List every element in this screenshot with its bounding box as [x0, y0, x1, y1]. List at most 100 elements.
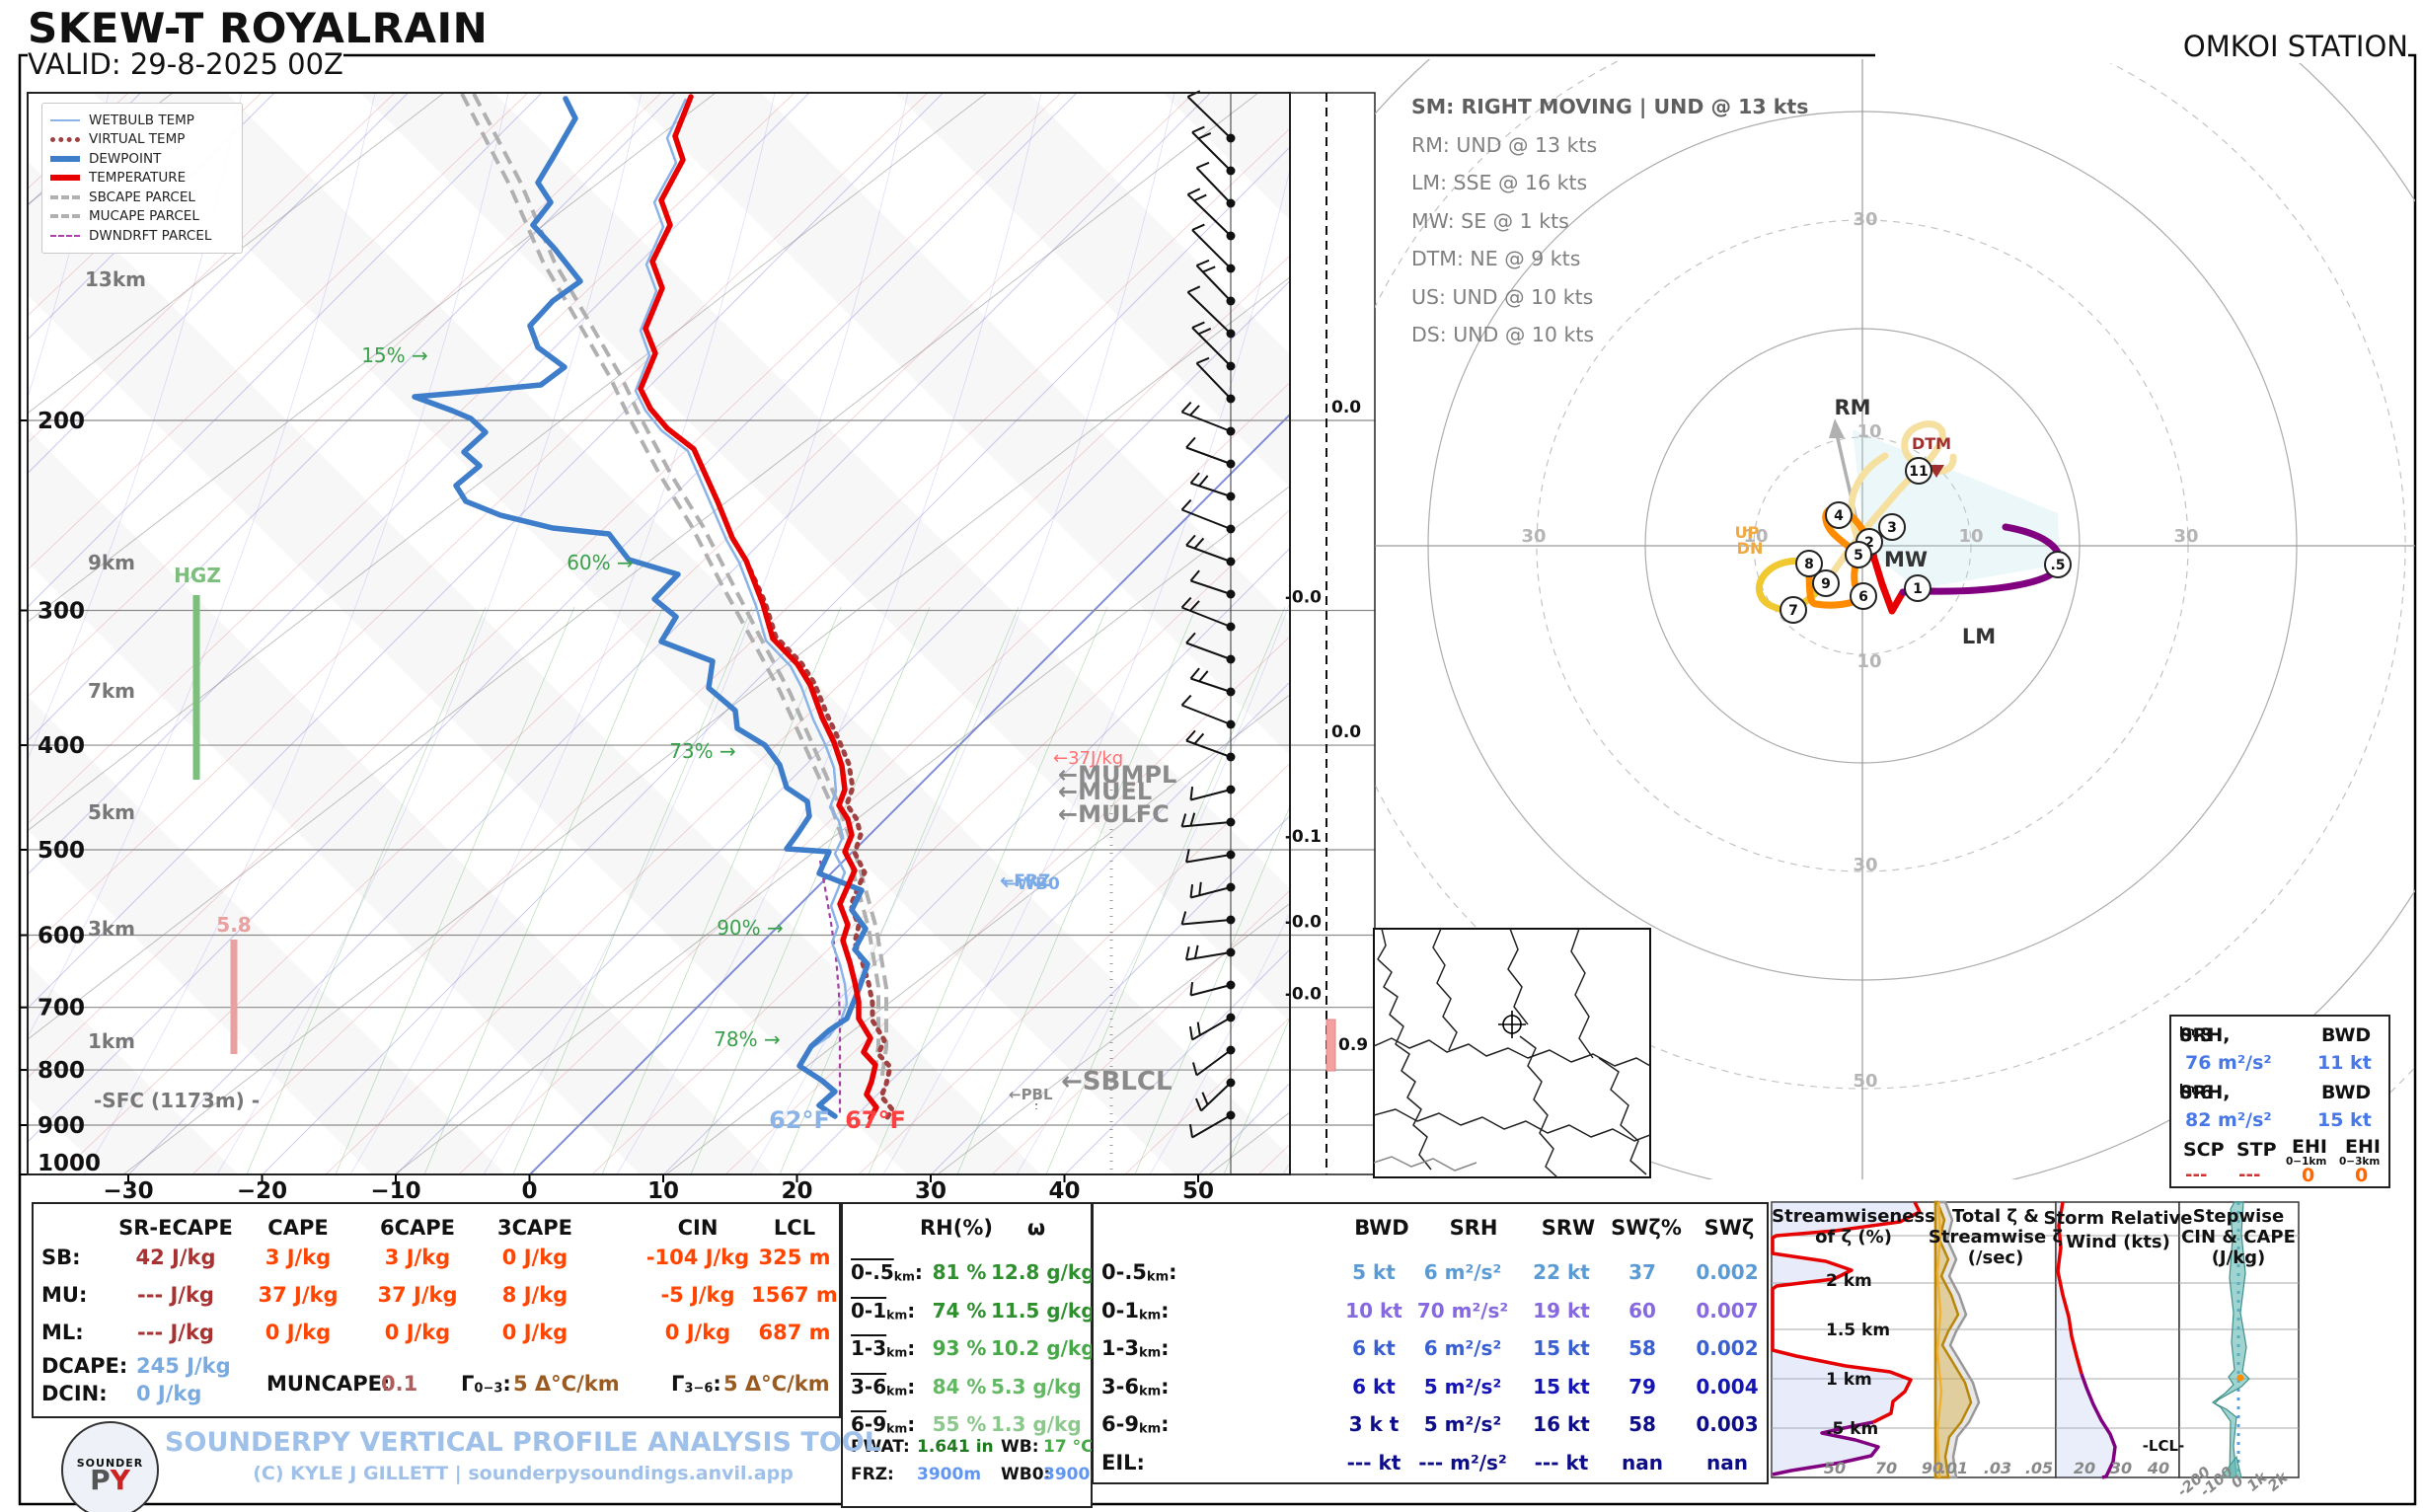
- barb-dot: [1226, 947, 1236, 957]
- mixing-ratio-value: 12.8 g/kg: [991, 1260, 1096, 1284]
- stepwise-orange-dot: [2236, 1374, 2244, 1382]
- barb-shaft: [1185, 446, 1232, 465]
- srh-0-3-value: 76 m²/s²: [2185, 1052, 2272, 1074]
- shear-value: 58: [1628, 1412, 1656, 1436]
- layer-label: 3-6km:: [851, 1374, 916, 1399]
- omega-header: ω: [1026, 1216, 1046, 1240]
- barb-shaft: [1185, 951, 1232, 961]
- ring-label: 30: [1853, 209, 1877, 230]
- temp-tick-label: 10: [647, 1178, 679, 1204]
- barb-dot: [1226, 752, 1236, 762]
- barb-tick: [1198, 670, 1209, 682]
- mini-panel-b: [1934, 1201, 2057, 1478]
- layer-label: 0-.5km:: [851, 1260, 923, 1284]
- pwat-label: PWAT:: [851, 1437, 910, 1457]
- mixing-ratio-line: [246, 606, 487, 1174]
- barb-dot: [1226, 654, 1236, 664]
- barb-shaft: [1195, 265, 1232, 302]
- rh-value: 84 %: [932, 1374, 987, 1399]
- isotherm: [931, 814, 1290, 1174]
- layer-label: 1-3km:: [851, 1336, 916, 1360]
- wetbulb-line-icon: [50, 118, 80, 121]
- value: 0 J/kg: [384, 1321, 451, 1344]
- pressure-tick-label: 500: [38, 838, 85, 864]
- hodo-shaded-region: [1853, 429, 2060, 589]
- panel-height-label: .5 km: [1826, 1419, 1878, 1439]
- barb-tick: [1189, 981, 1194, 996]
- wb0-row-label: WB0:: [1001, 1465, 1051, 1484]
- shear-value: 16 kt: [1533, 1412, 1590, 1436]
- legend-item: DWNDRFT PARCEL: [50, 226, 234, 246]
- barb-dot: [1226, 817, 1236, 827]
- mixing-ratio-line: [956, 606, 1197, 1174]
- map-boundary-line: [1432, 929, 1458, 1051]
- panel-a-title: Streamwiseness: [1772, 1206, 1935, 1227]
- omega-bar: [1325, 1019, 1336, 1072]
- map-boundary-line: [1507, 929, 1529, 1025]
- layer-label: 3-6km:: [1101, 1374, 1170, 1399]
- value: 0 J/kg: [664, 1321, 731, 1344]
- hodo-trace-9km-strand: [1848, 452, 1889, 557]
- temp-tick-label: 0: [521, 1178, 537, 1204]
- rm-line: RM: UND @ 13 kts: [1411, 132, 1598, 157]
- dcin-value: 0 J/kg: [136, 1382, 202, 1405]
- moist-adiabat: [28, 93, 662, 698]
- height-label: 13km: [85, 267, 146, 291]
- col-header: SWζ: [1704, 1216, 1755, 1240]
- barb-dot: [1226, 1013, 1236, 1022]
- barb-tick: [1196, 356, 1210, 364]
- mixing-ratio-line: [868, 606, 1108, 1174]
- barb-shaft: [1186, 96, 1232, 139]
- ehi-0-1-sub: 0−1km: [2286, 1156, 2327, 1168]
- shear-value: 0.002: [1696, 1336, 1759, 1360]
- shear-value: 6 m²/s²: [1423, 1260, 1502, 1284]
- isotherm: [28, 93, 543, 608]
- mini-panel-c: [2055, 1201, 2180, 1478]
- hodo-height-marker-label: 3: [1887, 520, 1897, 536]
- sm-line: SM: RIGHT MOVING | UND @ 13 kts: [1411, 95, 1809, 118]
- pressure-tick-label: 700: [38, 996, 85, 1021]
- hodo-height-marker: [1850, 582, 1877, 610]
- moist-adiabat-curved: [349, 93, 776, 1174]
- barb-tick: [1196, 259, 1210, 266]
- moist-adiabat-curved: [28, 93, 376, 1038]
- barb-tick: [1197, 132, 1212, 140]
- temp-tick-label: −30: [103, 1178, 153, 1204]
- shear-value: 0.003: [1696, 1412, 1759, 1436]
- hodo-height-marker: [1878, 513, 1906, 541]
- barb-tick: [1189, 405, 1200, 416]
- height-label: 3km: [88, 917, 135, 941]
- shear-value: nan: [1706, 1450, 1748, 1474]
- barb-tick: [1189, 883, 1194, 898]
- moist-adiabat-curved: [83, 93, 509, 1174]
- shear-value: --- m²/s²: [1418, 1450, 1507, 1474]
- legend-label: DEWPOINT: [89, 150, 162, 167]
- skewt-banding: [28, 93, 1290, 1174]
- barb-tick: [1198, 881, 1202, 896]
- panel-x-tick: .01: [1940, 1459, 1968, 1477]
- legend-item: TEMPERATURE: [50, 169, 234, 189]
- barb-tick: [1189, 812, 1196, 826]
- dry-adiabat: [28, 93, 988, 832]
- panel-x-tick: .03: [1984, 1459, 2011, 1477]
- pressure-tick-label: 800: [38, 1058, 85, 1084]
- isotherm: [28, 93, 810, 875]
- dry-adiabat: [122, 276, 1290, 1174]
- bwd-0-3-label: BWD: [2321, 1024, 2372, 1046]
- srw-fill: [2056, 1202, 2115, 1477]
- barb-tick: [1193, 945, 1199, 959]
- barb-dot: [1226, 394, 1236, 404]
- legend-item: WETBULB TEMP: [50, 111, 234, 130]
- hodo-height-marker-label: 7: [1788, 603, 1798, 619]
- ehi-0-1-label: EHI: [2292, 1136, 2327, 1158]
- legend-item: MUCAPE PARCEL: [50, 207, 234, 227]
- temp-tick-label: 30: [915, 1178, 946, 1204]
- page-title: SKEW-T ROYALRAIN: [28, 4, 489, 52]
- ring-label: 10: [1856, 651, 1881, 672]
- isotherm: [0, 93, 7, 1174]
- barb-dot: [1226, 687, 1236, 697]
- ring-label: 30: [2173, 526, 2198, 547]
- barb-dot: [1226, 785, 1236, 794]
- pressure-tick-label: 900: [38, 1113, 85, 1139]
